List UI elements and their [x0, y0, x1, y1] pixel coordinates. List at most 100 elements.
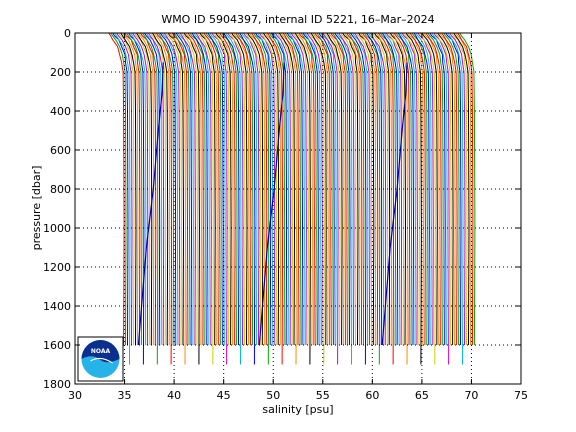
- salinity-profile: [157, 33, 175, 346]
- salinity-profile: [276, 33, 294, 346]
- salinity-profile: [143, 33, 161, 346]
- salinity-profile: [165, 33, 183, 346]
- salinity-profile: [110, 33, 127, 346]
- salinity-profile: [350, 33, 367, 365]
- y-tick-label: 1800: [43, 378, 71, 391]
- logo-sky-shape: [81, 340, 120, 363]
- salinity-profiles: [108, 33, 476, 365]
- salinity-profile: [225, 33, 242, 365]
- salinity-profile: [254, 33, 272, 346]
- x-tick-label: 65: [415, 389, 429, 402]
- salinity-profile: [280, 33, 298, 365]
- salinity-profile: [213, 33, 230, 346]
- salinity-profile: [145, 33, 163, 346]
- salinity-profile: [310, 33, 327, 346]
- salinity-profile: [421, 33, 438, 346]
- y-axis: 0 200 400 600 800 1000 1200 1400 1600 1800: [43, 27, 521, 391]
- salinity-profile: [316, 33, 333, 346]
- salinity-profile: [455, 33, 472, 346]
- salinity-profile: [211, 33, 228, 365]
- salinity-profile: [132, 33, 149, 346]
- salinity-profile: [258, 33, 276, 346]
- salinity-profile: [137, 33, 155, 346]
- salinity-profile: [179, 33, 196, 346]
- salinity-profile: [363, 33, 381, 365]
- salinity-profile: [187, 33, 204, 346]
- salinity-profile: [457, 33, 474, 346]
- salinity-profile: [342, 33, 359, 346]
- salinity-profile: [405, 33, 422, 365]
- salinity-profile: [284, 33, 302, 346]
- salinity-profile: [443, 33, 460, 346]
- salinity-profile: [381, 33, 399, 346]
- salinity-profile: [332, 33, 349, 346]
- salinity-profile: [191, 33, 208, 346]
- salinity-profile: [201, 33, 218, 346]
- salinity-profile: [379, 33, 397, 346]
- y-tick-label: 0: [64, 27, 71, 40]
- salinity-profile: [227, 33, 244, 346]
- salinity-profile: [183, 33, 200, 365]
- noaa-logo: NOAA: [77, 336, 124, 382]
- salinity-profile: [435, 33, 452, 346]
- x-tick-label: 55: [316, 389, 330, 402]
- salinity-profile: [252, 33, 270, 365]
- salinity-profile: [354, 33, 371, 346]
- salinity-profile: [205, 33, 222, 346]
- salinity-profile: [215, 33, 232, 346]
- salinity-profile: [296, 33, 313, 346]
- salinity-profile: [266, 33, 284, 365]
- salinity-profile: [403, 33, 420, 346]
- salinity-profile: [425, 33, 442, 346]
- salinity-profile: [399, 33, 416, 346]
- salinity-profile: [189, 33, 206, 346]
- salinity-profile: [272, 33, 290, 346]
- salinity-profile: [459, 33, 476, 346]
- plot-frame: [74, 32, 522, 385]
- salinity-profile: [237, 33, 254, 346]
- salinity-profile: [365, 33, 383, 346]
- salinity-profile: [397, 33, 415, 346]
- salinity-profile: [324, 33, 341, 346]
- salinity-profile: [217, 33, 234, 346]
- salinity-profile: [250, 33, 268, 346]
- y-tick-label: 200: [50, 66, 71, 79]
- salinity-profile: [395, 33, 413, 346]
- salinity-profile: [149, 33, 167, 346]
- salinity-profile: [128, 33, 145, 365]
- salinity-profile: [369, 33, 387, 346]
- salinity-profile: [346, 33, 363, 346]
- y-tick-label: 1000: [43, 222, 71, 235]
- y-tick-label: 800: [50, 183, 71, 196]
- salinity-profile: [427, 33, 444, 346]
- salinity-profile: [375, 33, 393, 346]
- salinity-profile: [453, 33, 470, 346]
- salinity-profile: [302, 33, 319, 346]
- salinity-profile: [134, 33, 151, 346]
- highlighted-profile: [258, 62, 285, 346]
- salinity-profile: [171, 33, 189, 346]
- salinity-profile: [330, 33, 347, 346]
- salinity-profile: [114, 33, 131, 365]
- salinity-profile: [235, 33, 252, 346]
- salinity-profile: [118, 33, 135, 346]
- y-tick-label: 600: [50, 144, 71, 157]
- salinity-profile: [312, 33, 329, 346]
- salinity-profile: [159, 33, 177, 346]
- logo-text: NOAA: [91, 348, 111, 355]
- salinity-profile: [197, 33, 214, 365]
- salinity-profile: [223, 33, 240, 346]
- salinity-profile: [451, 33, 468, 346]
- salinity-profile: [130, 33, 147, 346]
- salinity-profile: [338, 33, 355, 346]
- salinity-profile: [207, 33, 224, 346]
- salinity-profile: [441, 33, 458, 346]
- highlighted-profile: [381, 62, 408, 346]
- salinity-profile: [290, 33, 307, 346]
- chart-title: WMO ID 5904397, internal ID 5221, 16–Mar…: [161, 13, 434, 26]
- salinity-profile: [407, 33, 424, 346]
- salinity-profile: [371, 33, 389, 346]
- x-tick-label: 60: [365, 389, 379, 402]
- salinity-profile: [429, 33, 446, 346]
- salinity-profile: [278, 33, 296, 346]
